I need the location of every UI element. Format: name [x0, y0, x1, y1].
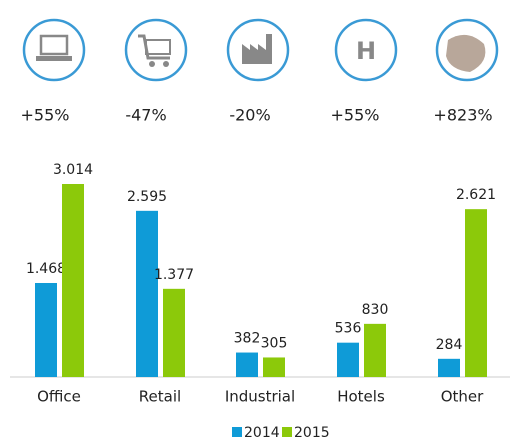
office-icon: [22, 18, 86, 82]
bar: [163, 288, 185, 377]
value-label: 830: [362, 302, 389, 318]
x-tick-label: Hotels: [337, 388, 385, 406]
icon-glyphs: [36, 34, 486, 72]
x-tick-label: Other: [441, 388, 484, 406]
retail-icon: [124, 18, 188, 82]
change-label: +55%: [331, 106, 380, 125]
wheel: [163, 61, 169, 67]
bar: [438, 358, 460, 377]
bar: [337, 342, 359, 377]
wheel: [149, 61, 155, 67]
legend-swatch: [282, 427, 292, 437]
globe: [446, 34, 486, 72]
bar: [136, 210, 158, 377]
bar: [364, 323, 386, 377]
x-tick-label: Industrial: [225, 388, 295, 406]
value-label: 536: [335, 321, 362, 337]
factory: [242, 34, 272, 64]
cart-basket: [145, 39, 171, 55]
bar: [465, 209, 487, 377]
change-label: -20%: [229, 106, 270, 125]
value-label: 1.377: [154, 267, 194, 283]
bar: [35, 282, 57, 377]
laptop-screen: [39, 34, 69, 56]
bar: [236, 352, 258, 377]
bar: [62, 184, 84, 377]
laptop-base: [36, 56, 72, 61]
change-label: -47%: [125, 106, 166, 125]
x-tick-label: Office: [37, 388, 81, 406]
hotel-icon-label: H: [356, 37, 376, 65]
value-label: 284: [436, 337, 463, 353]
icons: [22, 18, 499, 82]
value-label: 3.014: [53, 162, 93, 178]
change-label: +823%: [433, 106, 492, 125]
hotels-icon: [334, 18, 398, 82]
bar: [263, 357, 285, 377]
value-label: 382: [234, 331, 261, 347]
value-label: 2.595: [127, 189, 167, 205]
legend-label: 2015: [294, 425, 330, 441]
legend-label: 2014: [244, 425, 280, 441]
value-label: 1.468: [26, 261, 66, 277]
legend-swatch: [232, 427, 242, 437]
value-label: 2.621: [456, 187, 496, 203]
x-tick-label: Retail: [139, 388, 181, 406]
change-label: +55%: [21, 106, 70, 125]
value-label: 305: [261, 335, 288, 351]
